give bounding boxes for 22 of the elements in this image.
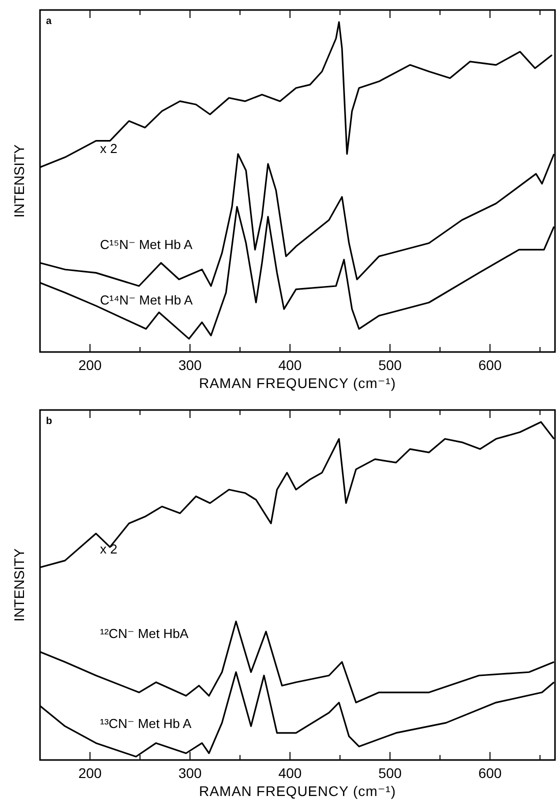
- chart-title: a: [46, 16, 52, 27]
- x-tick-label: 600: [478, 357, 502, 373]
- series-label: C¹⁵N⁻ Met Hb A: [100, 236, 193, 252]
- y-axis-title: INTENSITY: [11, 144, 27, 218]
- x-tick-label: 200: [78, 765, 102, 781]
- x-tick-label: 600: [478, 765, 502, 781]
- x-tick-label: 200: [78, 357, 102, 373]
- series-label: ¹³CN⁻ Met Hb A: [100, 716, 192, 731]
- series-label: C¹⁴N⁻ Met Hb A: [100, 292, 193, 308]
- x-axis-title: RAMAN FREQUENCY (cm⁻¹): [198, 783, 396, 799]
- x-tick-label: 400: [278, 765, 302, 781]
- chart-title: b: [46, 416, 52, 427]
- x-tick-label: 500: [378, 765, 402, 781]
- x-axis-title: RAMAN FREQUENCY (cm⁻¹): [198, 375, 396, 391]
- x-tick-label: 300: [178, 765, 202, 781]
- text: ¹²CN⁻ Met HbA: [100, 626, 189, 641]
- x-tick-label: 400: [278, 357, 302, 373]
- series-label: x 2: [100, 541, 118, 556]
- x-tick-label: 500: [378, 357, 402, 373]
- series-label: x 2: [100, 141, 118, 156]
- x-tick-label: 300: [178, 357, 202, 373]
- y-axis-title: INTENSITY: [11, 548, 27, 622]
